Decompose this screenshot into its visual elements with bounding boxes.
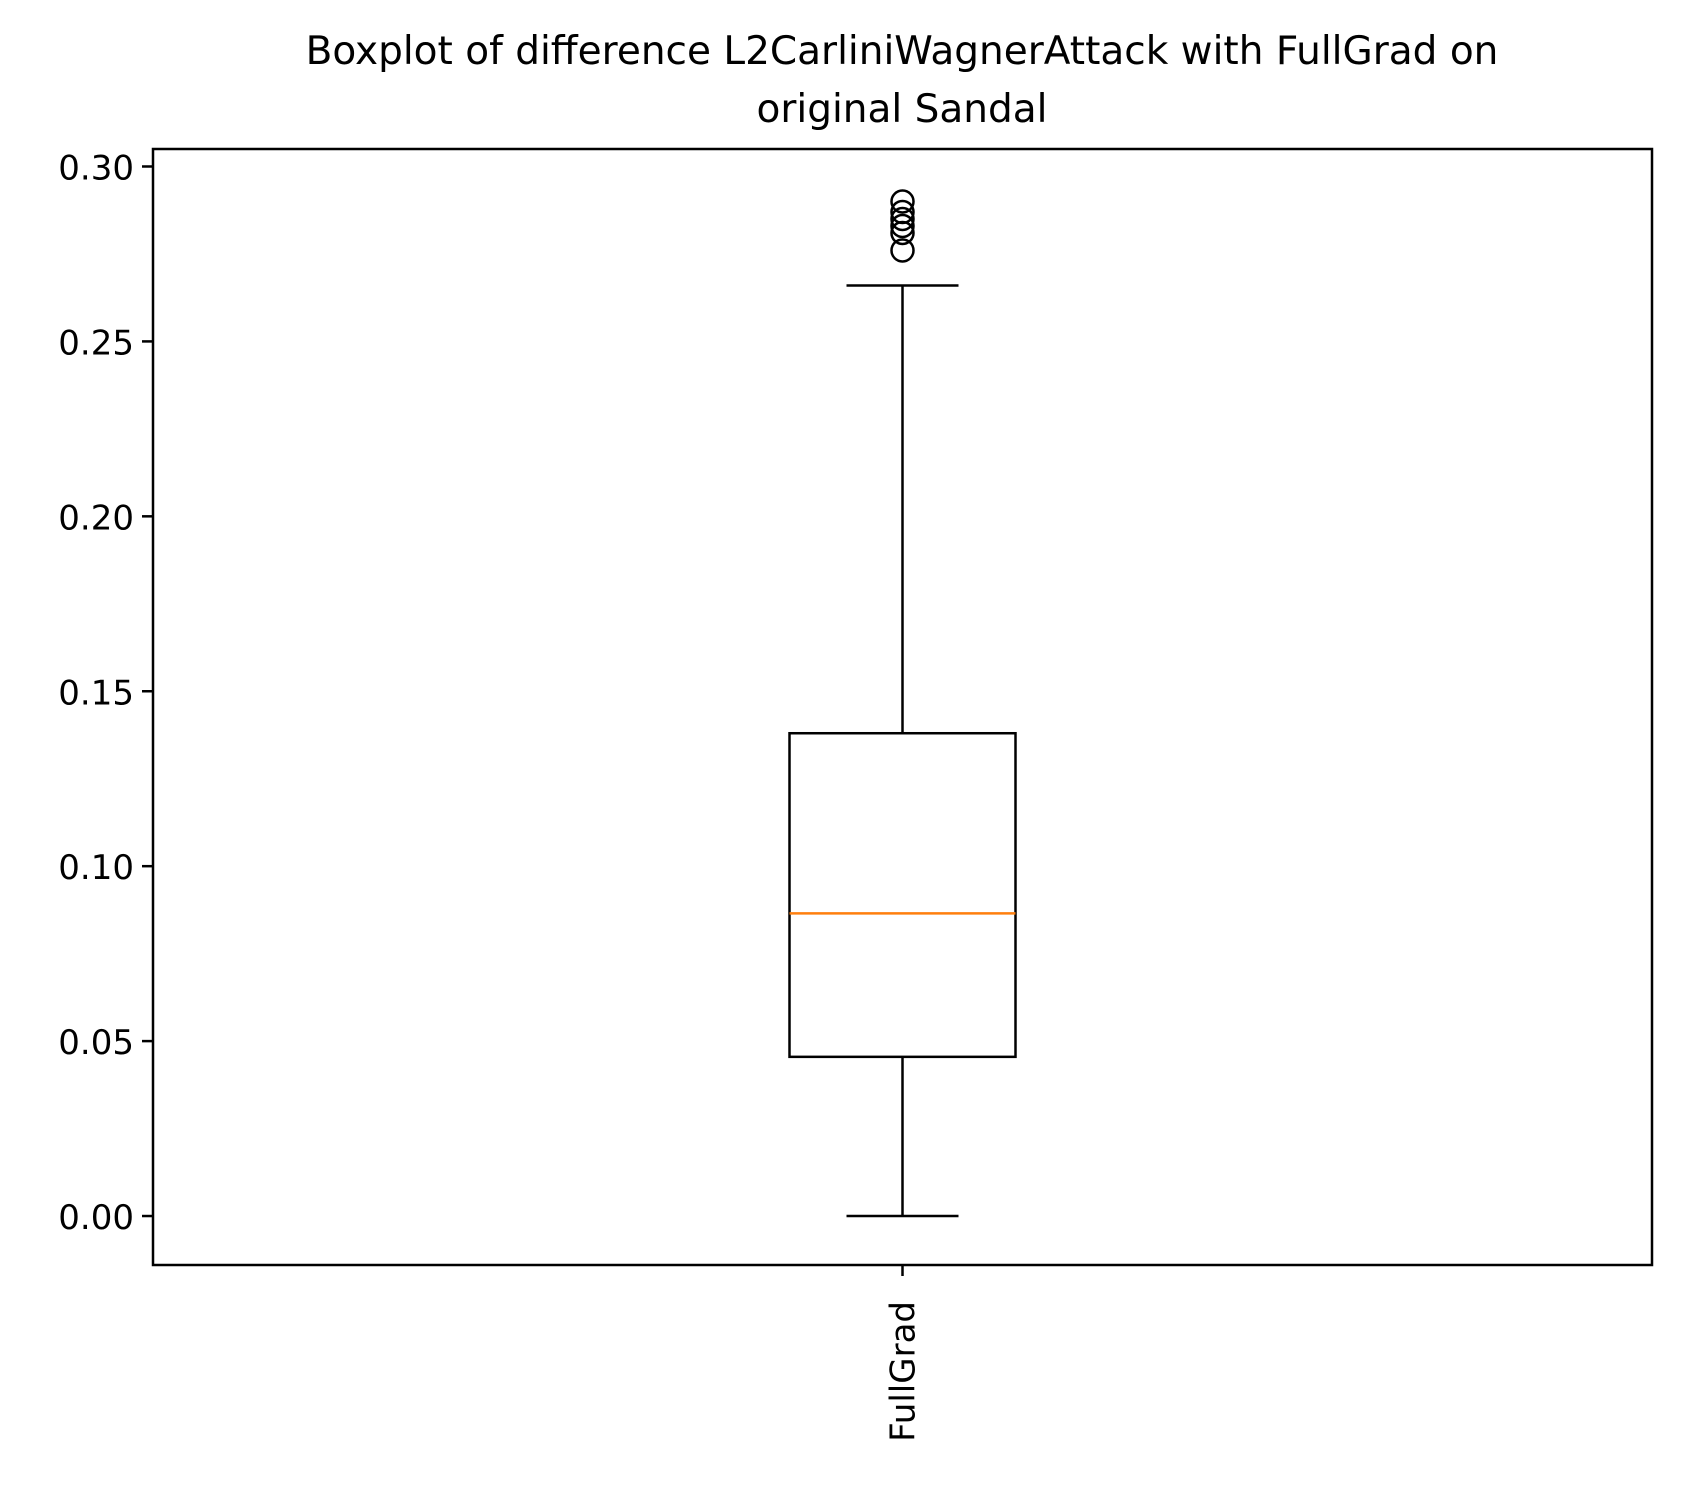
y-tick-label: 0.15 bbox=[58, 673, 134, 713]
y-tick-label: 0.25 bbox=[58, 323, 134, 363]
y-tick-label: 0.05 bbox=[58, 1023, 134, 1063]
y-tick-label: 0.20 bbox=[58, 498, 134, 538]
y-tick-label: 0.10 bbox=[58, 848, 134, 888]
outlier-point bbox=[890, 206, 915, 232]
y-tick-label: 0.00 bbox=[58, 1198, 134, 1238]
chart-title-line-2: original Sandal bbox=[756, 87, 1047, 132]
chart-title-line-1: Boxplot of difference L2CarliniWagnerAtt… bbox=[306, 29, 1499, 74]
outlier-point bbox=[890, 238, 915, 263]
x-tick-label: FullGrad bbox=[884, 1301, 924, 1442]
outlier-point bbox=[890, 189, 915, 214]
outlier-point bbox=[890, 199, 915, 225]
plot-area: 0.00 0.05 0.10 0.15 0.20 0.25 0.30 FullGrad bbox=[58, 147, 1654, 1442]
y-tick-label: 0.30 bbox=[58, 148, 134, 188]
iqr-box bbox=[788, 731, 1017, 1059]
outlier-point bbox=[890, 213, 915, 239]
